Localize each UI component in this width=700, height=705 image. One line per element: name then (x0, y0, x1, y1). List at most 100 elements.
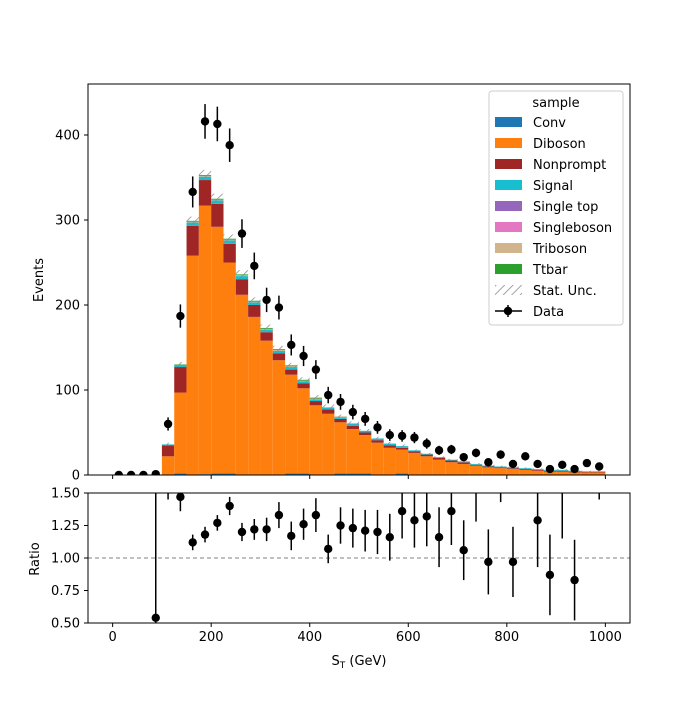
x-tick-label: 800 (494, 630, 519, 645)
ratio-point (176, 493, 185, 502)
bar-nonprompt (309, 401, 323, 406)
bar-nonprompt (506, 468, 520, 470)
bar-nonprompt (383, 445, 396, 448)
data-point (126, 470, 136, 475)
bar-diboson (383, 447, 396, 475)
ratio-point (472, 476, 480, 484)
bar-nonprompt (494, 467, 507, 469)
bar-conv (174, 473, 187, 475)
bar-nonprompt (211, 203, 224, 227)
bar-diboson (248, 316, 261, 475)
bar-nonprompt (432, 458, 446, 460)
stat-unc-band (445, 458, 458, 461)
stat-unc-band (580, 470, 594, 473)
bar-nonprompt (260, 332, 273, 341)
x-tick-label: 400 (297, 630, 322, 645)
ratio-y-axis-label: Ratio (28, 542, 43, 575)
y-tick-label: 0 (72, 469, 80, 484)
stat-unc-band (494, 465, 507, 468)
stat-unc-band (519, 467, 532, 470)
data-point (434, 446, 444, 455)
bar-conv (395, 473, 409, 475)
bar-diboson (211, 226, 224, 474)
ratio-point (434, 533, 444, 542)
bar-nonprompt (346, 425, 359, 430)
data-point (299, 351, 308, 361)
data-point (139, 470, 148, 475)
ratio-point (484, 557, 493, 567)
data-point (176, 311, 185, 321)
bar-diboson (334, 422, 347, 474)
bar-nonprompt (531, 469, 544, 471)
data-point (508, 459, 518, 469)
ratio-point (348, 523, 358, 533)
bar-diboson (432, 459, 446, 475)
bar-diboson (568, 472, 581, 475)
bar-nonprompt (359, 432, 372, 436)
bar-diboson (235, 294, 249, 475)
ratio-point (385, 533, 394, 542)
data-point (188, 187, 197, 197)
x-tick-label: 600 (396, 630, 421, 645)
legend: sample Conv Diboson Nonprompt Signal Single … (488, 90, 624, 326)
legend-swatch-stat-unc (495, 285, 522, 295)
ratio-point (447, 507, 456, 516)
data-point (274, 303, 284, 312)
x-tick-label: 200 (199, 630, 224, 645)
ratio-point (545, 570, 555, 580)
data-point (213, 119, 222, 129)
data-point (521, 452, 530, 461)
legend-swatch (495, 201, 522, 211)
ratio-point (422, 512, 431, 521)
main-x-ticks (112, 475, 606, 479)
ratio-point (299, 520, 308, 529)
stacked-bars (161, 174, 606, 475)
bar-diboson (506, 469, 520, 475)
ratio-point (287, 531, 296, 541)
bar-nonprompt (519, 469, 532, 470)
legend-label: Diboson (533, 137, 586, 152)
ratio-y-tick-label: 1.00 (51, 552, 80, 567)
bar-signal (285, 367, 298, 370)
stat-unc-band (469, 463, 483, 465)
data-point (447, 445, 456, 454)
bar-nonprompt (198, 180, 212, 206)
ratio-point (336, 521, 345, 530)
ratio-point (583, 424, 591, 432)
stat-unc-band (235, 270, 249, 279)
legend-label: Nonprompt (533, 158, 606, 173)
bar-diboson (420, 456, 433, 475)
ratio-point (459, 546, 468, 555)
stat-unc-band (556, 469, 569, 471)
bar-diboson (322, 413, 335, 475)
legend-title: sample (532, 96, 579, 111)
bar-nonprompt (186, 225, 199, 256)
x-axis-label: ST (GeV) (331, 654, 386, 671)
stat-unc-band (309, 395, 323, 401)
bar-nonprompt (395, 447, 409, 450)
bar-diboson (519, 469, 532, 475)
stat-unc-band (297, 377, 310, 383)
ratio-point (533, 516, 542, 525)
stat-unc-band (322, 404, 335, 410)
stat-unc-band (420, 452, 433, 455)
data-point (397, 431, 407, 441)
bar-diboson (531, 470, 544, 475)
bar-conv (334, 473, 347, 475)
main-y-axis-label: Events (32, 258, 47, 302)
bar-conv (285, 473, 298, 475)
data-point (484, 458, 493, 467)
ratio-point (397, 507, 407, 516)
data-point (570, 464, 579, 474)
bar-nonprompt (285, 369, 298, 375)
ratio-points (151, 424, 600, 623)
data-point (385, 430, 394, 440)
bar-diboson (198, 205, 212, 475)
bar-diboson (580, 472, 594, 475)
bar-diboson (359, 435, 372, 474)
legend-swatch (495, 264, 522, 274)
legend-label: Single top (533, 200, 598, 215)
stat-unc-band (457, 460, 470, 463)
legend-box (488, 90, 624, 326)
